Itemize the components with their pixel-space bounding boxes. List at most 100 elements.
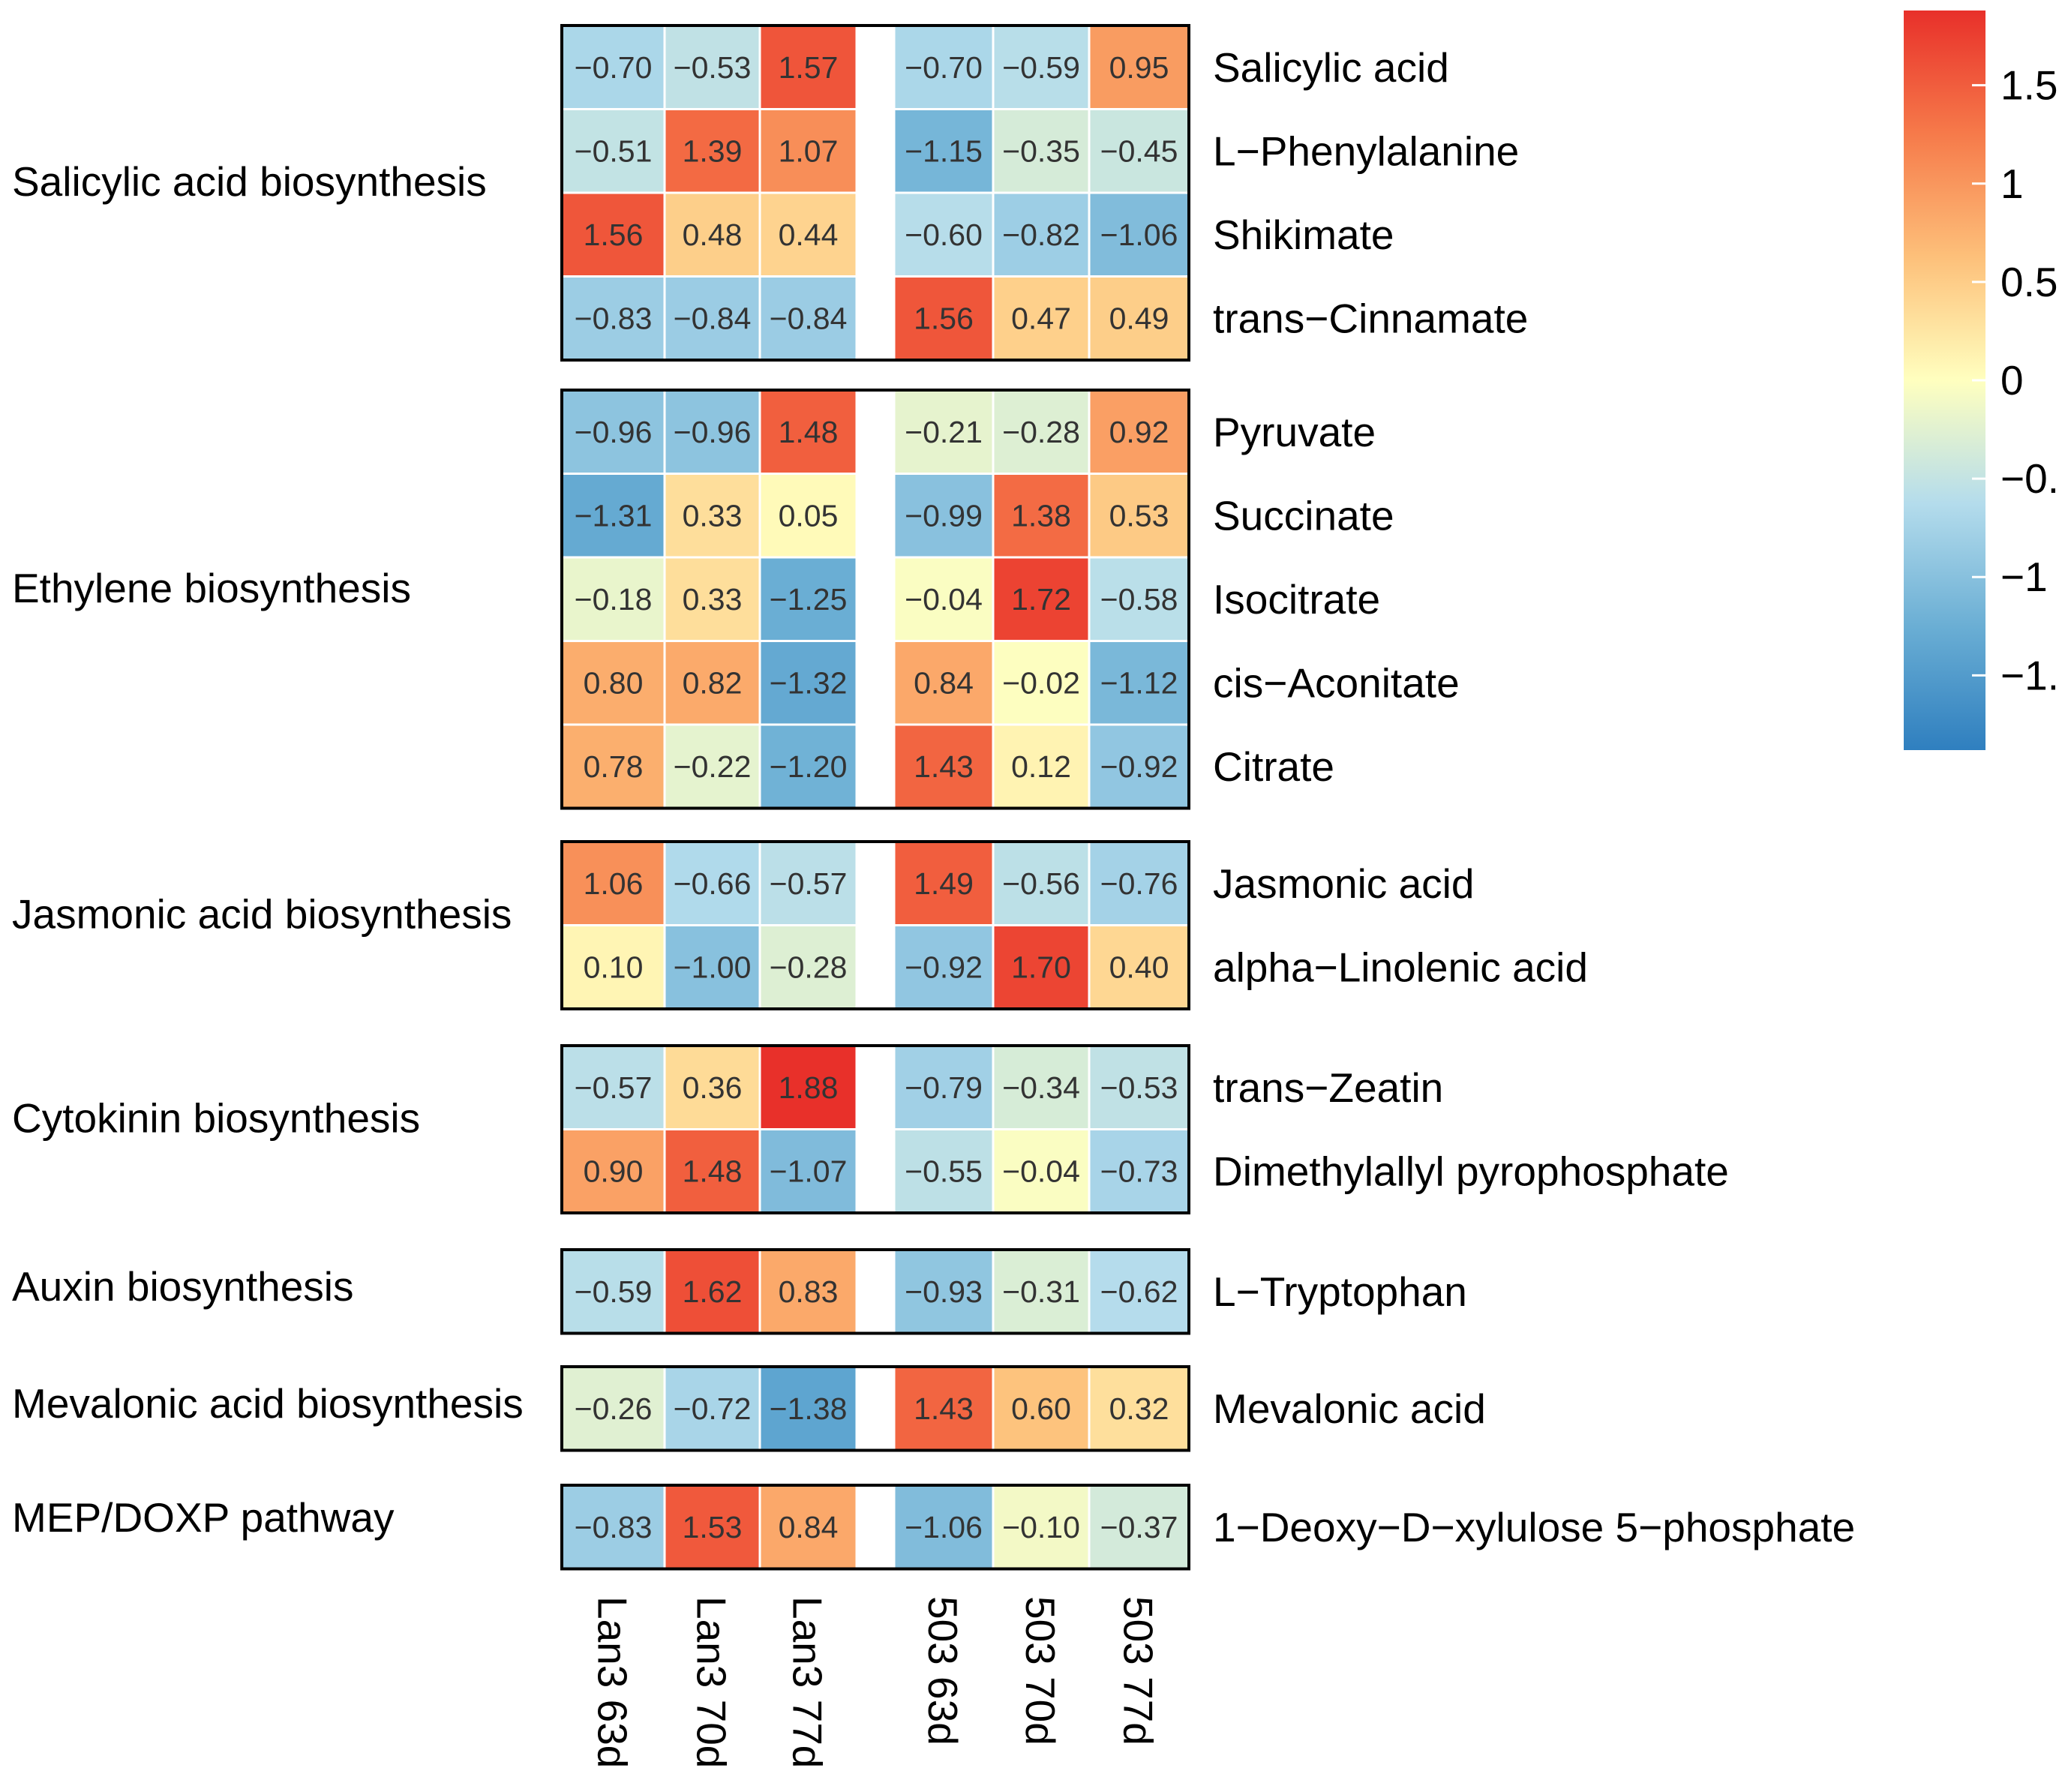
heatmap-cell [1088, 389, 1190, 475]
cell-value-label: 1.48 [779, 415, 839, 449]
cell-value-label: 1.70 [1011, 950, 1071, 984]
cell-value-label: −1.06 [1100, 218, 1178, 252]
cell-value-label: 1.43 [914, 749, 974, 784]
heatmap-cell [663, 108, 761, 194]
group-label: Ethylene biosynthesis [12, 565, 411, 611]
cell-value-label: 0.53 [1109, 498, 1169, 533]
heatmap-row: −0.70 −0.53 1.57 −0.70 −0.59 0.95 Salicylic ac… [560, 24, 1449, 110]
group-frame [560, 389, 1190, 810]
heatmap-row: −0.18 0.33 −1.25 −0.04 1.72 −0.58 Isocitrate [560, 556, 1380, 642]
cell-value-label: −0.93 [905, 1274, 983, 1309]
heatmap-cell [1088, 640, 1190, 726]
cell-value-label: −0.70 [905, 50, 983, 85]
column-gap [857, 26, 894, 360]
cell-value-label: 0.60 [1011, 1391, 1071, 1426]
group-frame [560, 840, 1190, 1010]
cell-value-label: 0.95 [1109, 50, 1169, 85]
cell-value-label: −0.96 [674, 415, 752, 449]
colorbar-tick-label: 1 [2000, 161, 2024, 207]
heatmap-group: −0.96 −0.96 1.48 −0.21 −0.28 0.92 Pyruvate −1.3… [12, 389, 1460, 810]
heatmap-cell [1088, 723, 1190, 809]
row-label: 1−Deoxy−D−xylulose 5−phosphate [1213, 1504, 1855, 1550]
cell-value-label: 1.62 [683, 1274, 743, 1309]
cell-value-label: −0.04 [1002, 1154, 1080, 1188]
cell-value-label: −0.82 [1002, 218, 1080, 252]
cell-value-label: −0.58 [1100, 582, 1178, 617]
heatmap-row: −0.83 1.53 0.84 −1.06 −0.10 −0.37 1−Deoxy−D−xy… [560, 1484, 1855, 1570]
cell-value-label: 0.47 [1011, 301, 1071, 335]
cell-value-label: −0.59 [1002, 50, 1080, 85]
heatmap-cell [893, 1248, 995, 1334]
heatmap-cell [663, 840, 761, 926]
cell-value-label: −0.34 [1002, 1070, 1080, 1105]
colorbar-tick-label: 1.5 [2000, 62, 2057, 109]
heatmap-cell [893, 275, 995, 362]
cell-value-label: −0.76 [1100, 866, 1178, 901]
heatmap-cell [992, 723, 1091, 809]
heatmap-cell [663, 191, 761, 278]
cell-value-label: 0.12 [1011, 749, 1071, 784]
row-label: Jasmonic acid [1213, 860, 1474, 907]
cell-value-label: −1.00 [674, 950, 752, 984]
row-label: cis−Aconitate [1213, 659, 1460, 706]
heatmap-cell [1088, 924, 1190, 1010]
colorbar-tick-label: 0 [2000, 357, 2024, 404]
cell-value-label: 0.49 [1109, 301, 1169, 335]
cell-value-label: −0.66 [674, 866, 752, 901]
cell-value-label: −0.26 [575, 1391, 653, 1426]
group-frame [560, 1484, 1190, 1571]
heatmap-cell [1088, 1128, 1190, 1214]
heatmap-cell [893, 556, 995, 642]
cell-value-label: 0.36 [683, 1070, 743, 1105]
group-label: Cytokinin biosynthesis [12, 1095, 420, 1142]
cell-value-label: 0.80 [584, 665, 644, 700]
heatmap-cell [758, 1044, 858, 1130]
row-label: alpha−Linolenic acid [1213, 944, 1588, 990]
cell-value-label: −0.84 [770, 301, 848, 335]
cell-value-label: 0.05 [779, 498, 839, 533]
cell-value-label: −0.45 [1100, 134, 1178, 168]
heatmap-row: 0.78 −0.22 −1.20 1.43 0.12 −0.92 Citrate [560, 723, 1334, 809]
cell-value-label: −0.21 [905, 415, 983, 449]
cell-value-label: 1.49 [914, 866, 974, 901]
cell-value-label: −0.10 [1002, 1510, 1080, 1544]
cell-value-label: −0.83 [575, 1510, 653, 1544]
row-label: Succinate [1213, 492, 1394, 539]
heatmap-cell [758, 556, 858, 642]
cell-value-label: −0.53 [1100, 1070, 1178, 1105]
cell-value-label: −0.79 [905, 1070, 983, 1105]
heatmap-cell [758, 924, 858, 1010]
heatmap-cell [992, 275, 1091, 362]
heatmap-cell [663, 1044, 761, 1130]
cell-value-label: 1.06 [584, 866, 644, 901]
column-gap [857, 1367, 894, 1451]
heatmap-row: 1.06 −0.66 −0.57 1.49 −0.56 −0.76 Jasmonic aci… [560, 840, 1474, 926]
group-label: Auxin biosynthesis [12, 1263, 354, 1310]
heatmap-row: 0.80 0.82 −1.32 0.84 −0.02 −1.12 cis−Aconitate [560, 640, 1460, 726]
cell-value-label: −0.31 [1002, 1274, 1080, 1309]
cell-value-label: −0.84 [674, 301, 752, 335]
cell-value-label: 1.39 [683, 134, 743, 168]
cell-value-label: 1.48 [683, 1154, 743, 1188]
cell-value-label: 0.78 [584, 749, 644, 784]
colorbar-tick-label: −0.5 [2000, 455, 2059, 502]
heatmap-cell [893, 1484, 995, 1570]
heatmap-cell [663, 723, 761, 809]
cell-value-label: −0.83 [575, 301, 653, 335]
heatmap-cell [1088, 1484, 1190, 1570]
heatmap-cell [1088, 1365, 1190, 1451]
row-label: Salicylic acid [1213, 44, 1449, 91]
heatmap-cell [560, 1248, 666, 1334]
cell-value-label: −0.28 [1002, 415, 1080, 449]
cell-value-label: −0.35 [1002, 134, 1080, 168]
heatmap-cell [1088, 191, 1190, 278]
cell-value-label: 1.56 [914, 301, 974, 335]
group-label: Salicylic acid biosynthesis [12, 158, 487, 205]
cell-value-label: −0.73 [1100, 1154, 1178, 1188]
cell-value-label: −1.32 [770, 665, 848, 700]
column-gap [857, 1046, 894, 1213]
cell-value-label: −0.92 [905, 950, 983, 984]
column-label: Lan3 77d [785, 1596, 831, 1768]
colorbar-gradient [1904, 11, 1985, 750]
